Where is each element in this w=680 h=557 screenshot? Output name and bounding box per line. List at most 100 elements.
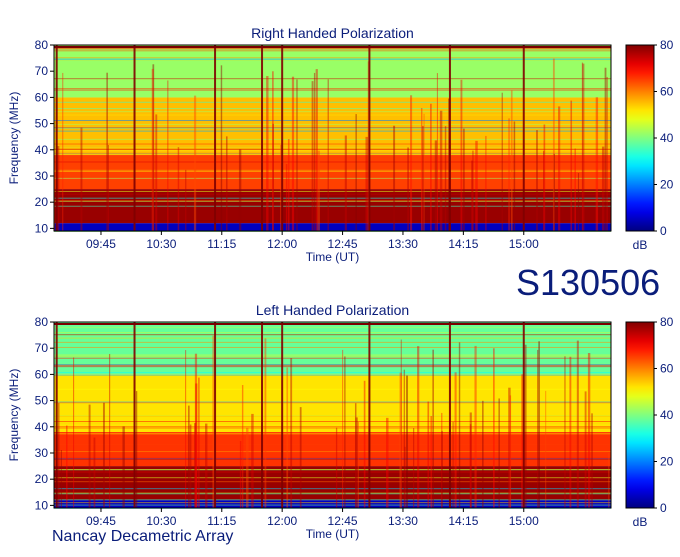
rfi-line <box>54 161 611 163</box>
burst-streak <box>474 345 477 508</box>
burst-streak <box>564 356 566 508</box>
rfi-line <box>54 371 611 373</box>
burst-streak <box>107 144 109 231</box>
band-2 <box>54 155 611 190</box>
y-tick-label: 60 <box>35 367 49 381</box>
x-tick-label: 14:15 <box>448 237 478 251</box>
y-tick-label: 10 <box>35 221 49 235</box>
burst-streak <box>463 128 465 231</box>
rfi-line <box>54 59 611 61</box>
rfi-line <box>54 492 611 494</box>
rfi-line <box>54 356 611 358</box>
burst-streak <box>177 147 180 231</box>
band-1 <box>54 466 611 501</box>
burst-streak <box>508 387 511 508</box>
observation-id: S130506 <box>516 262 661 303</box>
rfi-line <box>54 388 611 390</box>
burst-streak <box>296 79 298 231</box>
rfi-line <box>54 477 611 479</box>
y-tick-label: 50 <box>35 117 49 131</box>
burst-streak <box>545 390 547 508</box>
rfi-line <box>54 493 611 495</box>
rfi-line <box>54 150 611 152</box>
rfi-line <box>54 341 611 343</box>
burst-streak <box>327 79 329 232</box>
rfi-line <box>54 451 611 453</box>
burst-streak <box>537 349 539 508</box>
burst-streak <box>80 127 83 231</box>
burst-streak <box>342 349 344 508</box>
rfi-line <box>54 78 611 80</box>
y-tick-label: 30 <box>35 446 49 460</box>
burst-streak <box>135 391 138 508</box>
rfi-line <box>54 57 611 59</box>
x-tick-label: 09:45 <box>86 237 116 251</box>
bright-line <box>522 322 525 508</box>
rfi-line <box>54 332 611 334</box>
burst-streak <box>498 398 500 508</box>
rfi-line <box>54 193 611 195</box>
burst-streak <box>393 125 396 231</box>
rfi-line <box>54 148 611 150</box>
y-tick-label: 60 <box>35 90 49 104</box>
rfi-line <box>54 401 611 403</box>
x-tick-label: 13:30 <box>388 514 418 528</box>
x-tick-label: 12:00 <box>267 514 297 528</box>
x-tick-label: 12:45 <box>328 237 358 251</box>
colorbar-tick-label: 80 <box>660 38 674 52</box>
bright-line <box>281 322 284 508</box>
rfi-line <box>54 427 611 429</box>
y-tick-label: 80 <box>35 315 49 329</box>
burst-streak <box>601 146 605 231</box>
burst-streak <box>513 121 516 231</box>
rfi-line <box>54 499 611 501</box>
burst-streak <box>569 356 572 508</box>
burst-streak <box>430 416 433 508</box>
y-tick-label: 20 <box>35 195 49 209</box>
burst-streak <box>552 58 555 232</box>
x-tick-label: 15:00 <box>509 237 539 251</box>
rfi-line <box>54 423 611 425</box>
rfi-line <box>54 504 611 506</box>
burst-streak <box>423 113 425 231</box>
burst-streak <box>355 417 358 508</box>
bright-line <box>214 322 217 508</box>
burst-streak <box>220 65 223 231</box>
rfi-line <box>54 457 611 459</box>
y-tick-label: 30 <box>35 169 49 183</box>
burst-streak <box>574 148 576 231</box>
y-tick-label: 40 <box>35 143 49 157</box>
y-tick-label: 20 <box>35 472 49 486</box>
burst-streak <box>536 130 538 231</box>
burst-streak <box>417 346 420 508</box>
burst-streak <box>239 441 242 508</box>
burst-streak <box>241 385 244 508</box>
burst-streak <box>577 173 580 231</box>
rfi-line <box>54 374 611 376</box>
burst-streak <box>357 421 359 508</box>
rfi-line <box>54 108 611 110</box>
burst-streak <box>406 375 409 508</box>
burst-streak <box>471 160 473 231</box>
y-tick-label: 50 <box>35 394 49 408</box>
burst-streak <box>553 153 555 231</box>
plot-frame <box>53 44 612 232</box>
burst-streak <box>315 69 318 232</box>
burst-streak <box>576 340 579 508</box>
rfi-line <box>54 334 611 336</box>
burst-streak <box>185 169 187 231</box>
rfi-line <box>54 89 611 91</box>
burst-streak <box>604 67 607 232</box>
rfi-line <box>54 123 611 125</box>
burst-streak <box>264 338 267 508</box>
burst-streak <box>62 72 64 232</box>
burst-streak <box>485 135 487 231</box>
rfi-line <box>54 421 611 423</box>
y-axis-label: Frequency (MHz) <box>7 92 21 185</box>
burst-streak <box>436 73 438 232</box>
spectrogram-panel-1: Right Handed Polarization 10 20 30 40 50 60 70 8… <box>7 25 674 264</box>
burst-streak <box>508 118 510 231</box>
colorbar <box>625 321 655 509</box>
burst-streak <box>286 367 289 508</box>
